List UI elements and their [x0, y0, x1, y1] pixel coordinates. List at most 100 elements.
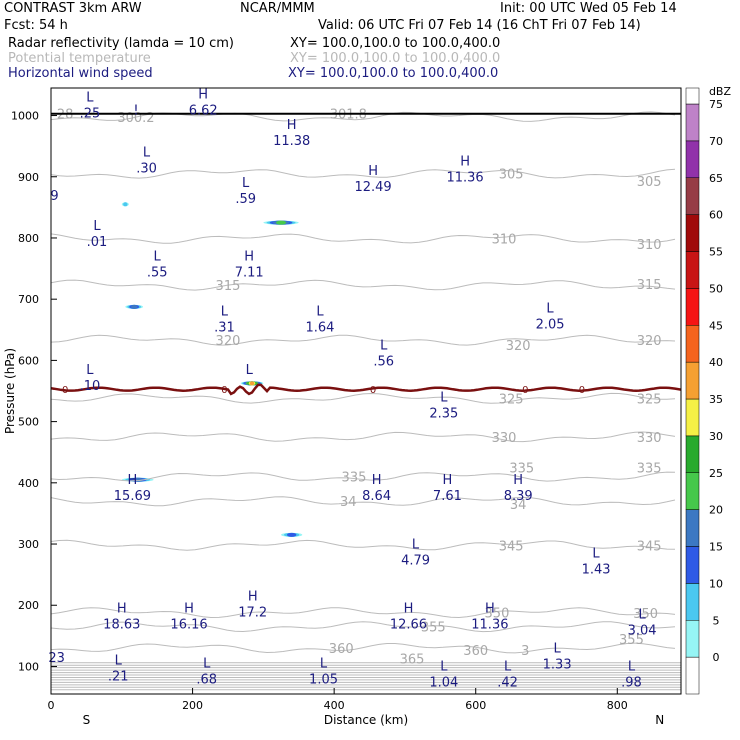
colorbar-label: 50 [709, 282, 723, 295]
wind-extremum-low: L [115, 654, 123, 669]
x-tick-label: 400 [324, 699, 345, 712]
theta-label: 345 [637, 539, 662, 554]
wind-extremum-low: L [316, 305, 324, 320]
theta-label: 365 [400, 652, 425, 667]
theta-contour-layer: 360 365 360 3 355 355 350 350 345 345 34 34 335 335 33… [51, 108, 681, 691]
wind-extremum-high: H [513, 473, 523, 488]
field1-xy: XY= 100.0,100.0 to 100.0,400.0 [290, 36, 501, 51]
wind-extremum-high: H [368, 164, 378, 179]
y-tick-label: 900 [18, 171, 39, 184]
wind-extremum-low: L [440, 390, 448, 405]
theta-contour [51, 168, 676, 179]
theta-contour [51, 233, 676, 244]
wind-extremum-low: L [412, 537, 420, 552]
reflectivity-band-25 [276, 220, 287, 225]
wind-speed-value: 1.05 [309, 673, 338, 688]
wind-extremum-low: L [154, 250, 162, 265]
colorbar-swatch [685, 546, 700, 584]
theta-label: 34 [340, 495, 357, 510]
wind-extremum-high: H [198, 87, 208, 102]
wind-speed-value: .59 [235, 192, 256, 207]
colorbar-swatch [685, 103, 700, 142]
wind-extremum-low: L [242, 176, 250, 191]
theta-label: 350 [485, 607, 510, 622]
theta-contour [51, 642, 676, 654]
x-end-label-north: N [655, 713, 664, 727]
colorbar-label: 30 [709, 430, 723, 443]
wind-speed-value: 9 [50, 189, 58, 204]
wind-extremum-low: L [504, 660, 512, 675]
wind-extremum-low: L [86, 363, 94, 378]
wind-extremum-high: H [287, 118, 297, 133]
wind-extremum-high: H [244, 250, 254, 265]
theta-label: 320 [637, 334, 662, 349]
wind-extremum-low: L [86, 90, 94, 105]
wind-speed-value: 6.62 [189, 103, 218, 118]
y-tick-label: 300 [18, 538, 39, 551]
wind-extremum-low: L [93, 219, 101, 234]
freezing-level-label: 0 [221, 385, 227, 396]
colorbar-swatch [685, 656, 700, 695]
theta-contour [51, 621, 676, 633]
forecast-hour: Fcst: 54 h [4, 18, 68, 33]
theta-label: 320 [216, 334, 241, 349]
theta-contour [51, 539, 676, 551]
colorbar-label: 60 [709, 209, 723, 222]
wind-speed-value: 3.04 [628, 624, 657, 639]
theta-label: 350 [633, 607, 658, 622]
y-tick-label: 400 [18, 477, 39, 490]
wind-extremum-low: L [638, 608, 646, 623]
wind-speed-value: 4.79 [401, 553, 430, 568]
x-tick-label: 0 [48, 699, 55, 712]
y-tick-label: 100 [18, 660, 39, 673]
wind-extremum-low: L [380, 338, 388, 353]
wind-extremum-high: H [128, 473, 138, 488]
theta-label: 310 [492, 233, 517, 248]
wind-speed-value: .01 [87, 235, 108, 250]
y-tick-label: 1000 [11, 110, 39, 123]
wind-speed-value: 2.05 [536, 318, 565, 333]
colorbar-swatch [685, 214, 700, 252]
wind-speed-value: .68 [196, 673, 217, 688]
theta-label: 360 [463, 644, 488, 659]
wind-speed-value: 12.49 [354, 180, 391, 195]
wind-speed-value: 7.61 [433, 489, 462, 504]
theta-contour [51, 607, 676, 619]
colorbar-top-cap [685, 87, 700, 105]
plot-frame [50, 87, 682, 695]
theta-label: 330 [492, 431, 517, 446]
wind-extremum-high: H [443, 473, 453, 488]
theta-label: 325 [637, 392, 662, 407]
colorbar-swatch [685, 325, 700, 363]
field3-name: Horizontal wind speed [8, 66, 153, 81]
theta-label: 355 [421, 621, 446, 636]
theta-label: 315 [637, 278, 662, 293]
colorbar-label: 0 [713, 651, 720, 664]
wind-speed-value: 2.35 [429, 406, 458, 421]
theta-contour [51, 334, 676, 346]
theta-label: 345 [499, 539, 524, 554]
reflectivity-cell-lower-cell-west [125, 304, 144, 309]
wind-speed-value: .56 [373, 354, 394, 369]
colorbar-swatch [685, 251, 700, 289]
wind-speed-value: .30 [136, 162, 157, 177]
wind-speed-value: 1.64 [306, 321, 335, 336]
y-tick-label: 700 [18, 293, 39, 306]
wind-speed-value: .25 [80, 106, 101, 121]
theta-label: 335 [637, 462, 662, 477]
y-tick-label: 200 [18, 599, 39, 612]
colorbar-label: 70 [709, 135, 723, 148]
wind-extremum-low: L [553, 641, 561, 656]
theta-label: 330 [637, 431, 662, 446]
y-tick-label: 500 [18, 416, 39, 429]
wind-extremum-low: L [203, 657, 211, 672]
theta-label: 310 [637, 238, 662, 253]
wind-speed-value: ! [133, 103, 138, 118]
wind-speed-value: .55 [147, 266, 168, 281]
wind-speed-value: 7.11 [235, 266, 264, 281]
wind-speed-value: 15.69 [114, 489, 151, 504]
wind-speed-value: 11.36 [446, 171, 483, 186]
freezing-level-label: 0 [62, 385, 68, 396]
